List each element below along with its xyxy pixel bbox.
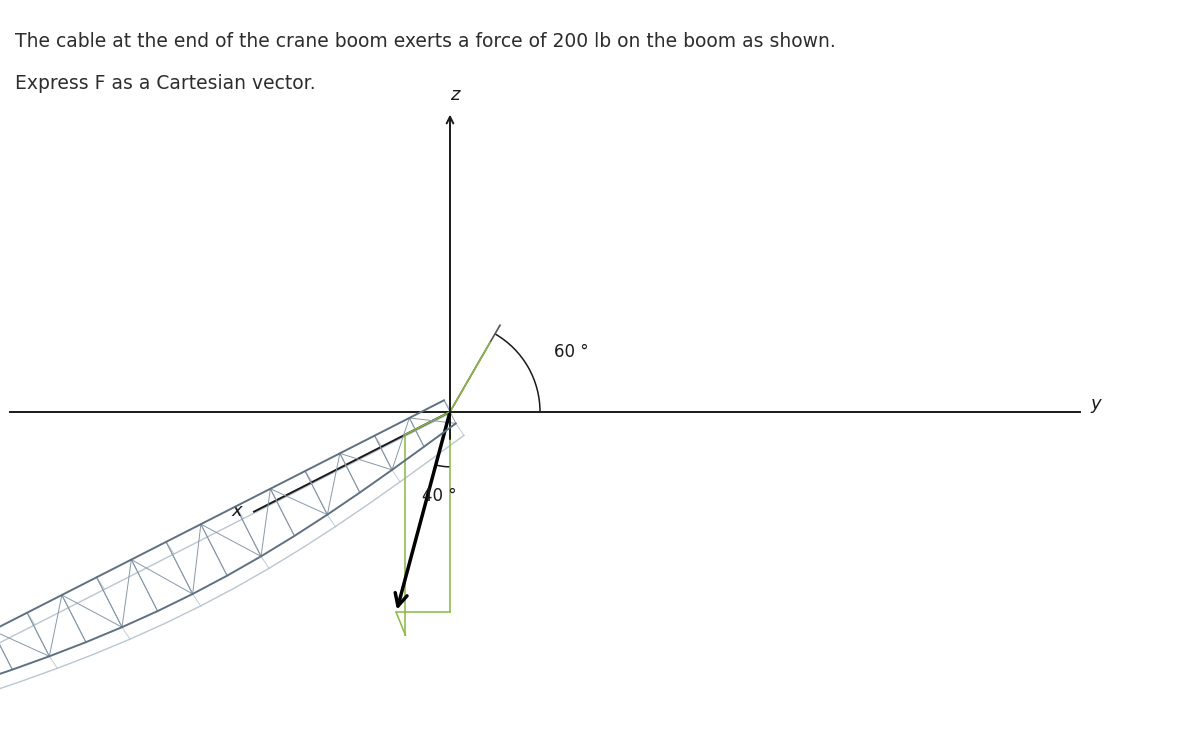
Text: z: z (450, 86, 460, 104)
Text: The cable at the end of the crane boom exerts a force of 200 lb on the boom as s: The cable at the end of the crane boom e… (14, 32, 835, 51)
Text: 60 °: 60 ° (554, 343, 588, 361)
Text: 40 °: 40 ° (421, 487, 456, 505)
Text: x: x (232, 502, 242, 519)
Text: y: y (1090, 395, 1100, 413)
Text: Express F as a Cartesian vector.: Express F as a Cartesian vector. (14, 74, 316, 93)
